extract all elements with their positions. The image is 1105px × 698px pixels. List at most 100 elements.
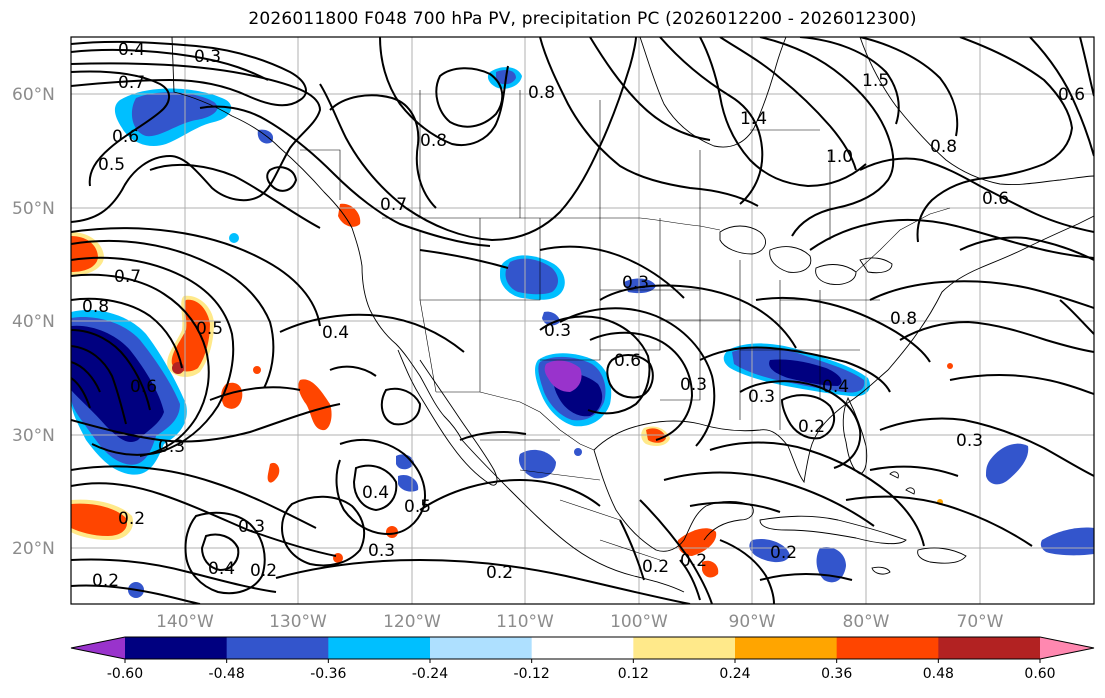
precip-blob-bc-orange xyxy=(338,203,361,227)
contour-label: 0.3 xyxy=(544,321,571,341)
coastlines xyxy=(171,37,1094,593)
precip-blob-se-core xyxy=(769,359,842,386)
contour-label: 0.7 xyxy=(118,73,145,93)
map-content: 0.4 0.3 0.7 0.6 0.5 0.8 0.8 1.4 1.5 1.0 … xyxy=(71,37,1094,604)
contour-label: 0.4 xyxy=(208,559,235,579)
precip-blob-rockies-core xyxy=(505,258,558,295)
precip-shading xyxy=(71,67,1094,598)
contour-label: 1.4 xyxy=(740,109,767,129)
contour-label: 0.4 xyxy=(322,323,349,343)
colorbar-extend-low xyxy=(71,637,125,659)
precip-blob-mex-6 xyxy=(574,448,582,456)
contour-label: 1.0 xyxy=(826,147,853,167)
colorbar-segment xyxy=(328,637,431,659)
lon-label: 100°W xyxy=(610,612,668,632)
lat-label: 50°N xyxy=(12,199,55,219)
contour-label: 0.5 xyxy=(98,155,125,175)
precip-blob-texas-purple xyxy=(544,360,582,392)
contour-label: 0.2 xyxy=(118,509,145,529)
contour-label: 0.6 xyxy=(614,351,641,371)
contour-label: 0.6 xyxy=(982,189,1009,209)
colorbar-tick-label: 0.12 xyxy=(618,666,649,682)
contour-label: 0.5 xyxy=(404,497,431,517)
colorbar-segment xyxy=(633,637,736,659)
precip-blob-mex-3 xyxy=(386,526,398,538)
contour-label: 0.3 xyxy=(748,387,775,407)
graticule xyxy=(71,37,1094,604)
colorbar-tick-label: -0.24 xyxy=(412,666,448,682)
precip-blob-atl-1 xyxy=(986,443,1029,485)
lat-label: 20°N xyxy=(12,539,55,559)
contour-label: 0.2 xyxy=(680,551,707,571)
latitude-labels: 60°N 50°N 40°N 30°N 20°N xyxy=(12,85,55,559)
contour-label: 0.8 xyxy=(420,131,447,151)
precip-blob-pac-4 xyxy=(298,379,332,431)
precip-blob-pac-6 xyxy=(267,462,280,483)
contour-label: 0.4 xyxy=(822,377,849,397)
colorbar-tick-label: 0.48 xyxy=(923,666,954,682)
contour-labels: 0.4 0.3 0.7 0.6 0.5 0.8 0.8 1.4 1.5 1.0 … xyxy=(82,40,1085,591)
lon-label: 90°W xyxy=(729,612,776,632)
map-frame xyxy=(70,36,1095,605)
longitude-labels: 140°W 130°W 120°W 110°W 100°W 90°W 80°W … xyxy=(156,612,1004,632)
precip-blob-pac-7-core xyxy=(71,503,128,536)
contour-label: 1.5 xyxy=(862,71,889,91)
lon-label: 140°W xyxy=(156,612,214,632)
political-borders xyxy=(300,90,951,561)
colorbar-segment xyxy=(836,637,939,659)
contour-label: 0.2 xyxy=(92,571,119,591)
contour-label: 0.4 xyxy=(118,40,145,60)
lat-label: 40°N xyxy=(12,312,55,332)
colorbar-tick-label: 0.24 xyxy=(719,666,750,682)
contour-label: 0.2 xyxy=(798,417,825,437)
colorbar-segment xyxy=(226,637,329,659)
contour-label: 0.2 xyxy=(486,563,513,583)
contour-label: 0.6 xyxy=(1058,85,1085,105)
precip-blob-carib-1 xyxy=(749,538,790,563)
colorbar-segment xyxy=(125,637,228,659)
precip-blob-pac-1-core xyxy=(71,236,98,272)
contour-label: 0.8 xyxy=(82,297,109,317)
contour-label: 0.8 xyxy=(890,309,917,329)
colorbar: -0.60 -0.48 -0.36 -0.24 -0.12 0.12 0.24 0.36 0.4… xyxy=(70,636,1095,682)
colorbar-segment xyxy=(430,637,533,659)
lon-label: 130°W xyxy=(269,612,327,632)
colorbar-tick-label: 0.60 xyxy=(1024,666,1055,682)
contour-label: 0.8 xyxy=(930,137,957,157)
contour-label: 0.7 xyxy=(380,195,407,215)
lon-label: 120°W xyxy=(383,612,441,632)
contour-label: 0.2 xyxy=(642,557,669,577)
contour-label: 0.3 xyxy=(680,375,707,395)
colorbar-tick-label: -0.12 xyxy=(514,666,550,682)
contour-label: 0.4 xyxy=(362,483,389,503)
contour-label: 0.3 xyxy=(956,431,983,451)
colorbar-tick-label: -0.48 xyxy=(209,666,245,682)
colorbar-segment xyxy=(735,637,838,659)
colorbar-tick-label: -0.60 xyxy=(107,666,143,682)
lat-label: 60°N xyxy=(12,85,55,105)
precip-blob-ca-2 xyxy=(702,560,719,578)
precip-blob-small-1 xyxy=(229,233,239,243)
contour-label: 0.3 xyxy=(194,47,221,67)
lat-label: 30°N xyxy=(12,426,55,446)
colorbar-tick-label: 0.36 xyxy=(821,666,852,682)
precip-blob-alaska-core xyxy=(131,92,218,137)
contour-label: 0.8 xyxy=(528,83,555,103)
contour-label: 0.5 xyxy=(196,319,223,339)
colorbar-segment xyxy=(531,637,634,659)
contour-label: 0.6 xyxy=(130,377,157,397)
colorbar-tick-label: -0.36 xyxy=(310,666,346,682)
contour-label: 0.3 xyxy=(622,273,649,293)
map-title: 2026011800 F048 700 hPa PV, precipitatio… xyxy=(248,9,917,29)
precip-blob-ca-1 xyxy=(677,528,717,556)
precip-blob-mex-2 xyxy=(398,474,419,492)
contour-label: 0.2 xyxy=(770,543,797,563)
precip-blob-pac-5 xyxy=(253,366,261,374)
precip-blob-pac-2-dot xyxy=(172,362,184,374)
colorbar-segment xyxy=(938,637,1041,659)
contour-label: 0.3 xyxy=(158,437,185,457)
contour-label: 0.3 xyxy=(238,517,265,537)
contour-label: 0.7 xyxy=(114,267,141,287)
contour-label: 0.6 xyxy=(112,127,139,147)
